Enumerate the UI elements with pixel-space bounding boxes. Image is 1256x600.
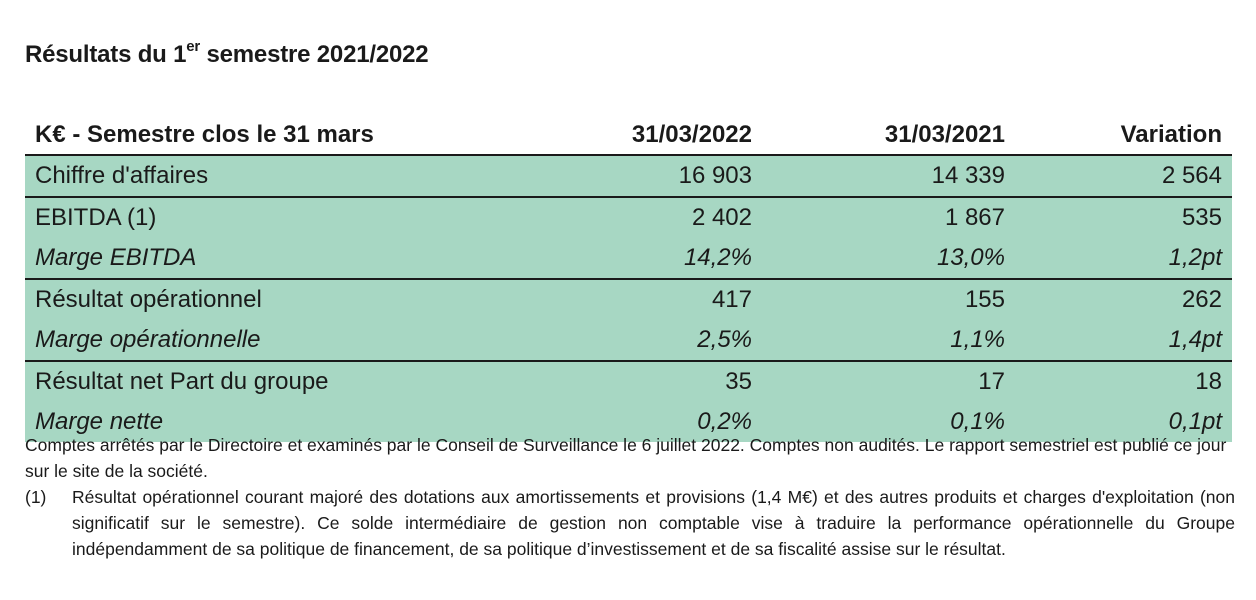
cell-variation: 262: [1181, 286, 1222, 313]
footnote-marker: (1): [25, 487, 47, 507]
row-label: Résultat net Part du groupe: [35, 368, 329, 395]
cell-2022: 0,2%: [697, 408, 752, 435]
cell-variation: 0,1pt: [1168, 408, 1222, 435]
results-table: K€ - Semestre clos le 31 mars 31/03/2022…: [25, 114, 1232, 442]
table-row: EBITDA (1) 2 402 1 867 535: [25, 198, 1232, 238]
table-divider: [25, 154, 1232, 156]
table-divider: [25, 196, 1232, 198]
table-row: Marge nette 0,2% 0,1% 0,1pt: [25, 402, 1232, 442]
cell-2022: 35: [725, 368, 752, 395]
cell-2022: 417: [711, 286, 752, 313]
cell-2021: 0,1%: [950, 408, 1005, 435]
table-row: Marge EBITDA 14,2% 13,0% 1,2pt: [25, 238, 1232, 278]
footnote-text: Résultat opérationnel courant majoré des…: [72, 487, 1235, 559]
table-row: Marge opérationnelle 2,5% 1,1% 1,4pt: [25, 320, 1232, 360]
cell-2021: 14 339: [931, 162, 1005, 189]
table-row: Résultat opérationnel 417 155 262: [25, 280, 1232, 320]
cell-2021: 17: [978, 368, 1005, 395]
table-divider: [25, 360, 1232, 362]
notes-intro: Comptes arrêtés par le Directoire et exa…: [25, 435, 1227, 481]
row-label: Marge opérationnelle: [35, 326, 261, 353]
cell-2022: 2 402: [691, 204, 752, 231]
cell-variation: 18: [1195, 368, 1222, 395]
table-row: Chiffre d'affaires 16 903 14 339 2 564: [25, 156, 1232, 196]
page-title: Résultats du 1er semestre 2021/2022: [25, 38, 429, 68]
header-label: K€ - Semestre clos le 31 mars: [35, 121, 374, 148]
table-row: Résultat net Part du groupe 35 17 18: [25, 362, 1232, 402]
cell-2022: 16 903: [678, 162, 752, 189]
cell-2022: 14,2%: [683, 244, 752, 271]
table-divider: [25, 278, 1232, 280]
footnote: (1) Résultat opérationnel courant majoré…: [25, 484, 1235, 562]
cell-2021: 1 867: [944, 204, 1005, 231]
cell-variation: 2 564: [1161, 162, 1222, 189]
header-variation: Variation: [1120, 121, 1222, 148]
row-label: Marge nette: [35, 408, 164, 435]
row-label: Marge EBITDA: [35, 244, 197, 271]
table-header-row: K€ - Semestre clos le 31 mars 31/03/2022…: [25, 114, 1232, 154]
header-2021: 31/03/2021: [884, 121, 1005, 148]
cell-2022: 2,5%: [697, 326, 752, 353]
cell-variation: 1,2pt: [1168, 244, 1222, 271]
header-2022: 31/03/2022: [631, 121, 752, 148]
cell-2021: 13,0%: [936, 244, 1005, 271]
row-label: Résultat opérationnel: [35, 286, 262, 313]
cell-2021: 155: [964, 286, 1005, 313]
row-label: Chiffre d'affaires: [35, 162, 209, 189]
notes-section: Comptes arrêtés par le Directoire et exa…: [25, 432, 1235, 562]
cell-variation: 1,4pt: [1168, 326, 1222, 353]
cell-2021: 1,1%: [950, 326, 1005, 353]
cell-variation: 535: [1181, 204, 1222, 231]
row-label: EBITDA (1): [35, 204, 157, 231]
